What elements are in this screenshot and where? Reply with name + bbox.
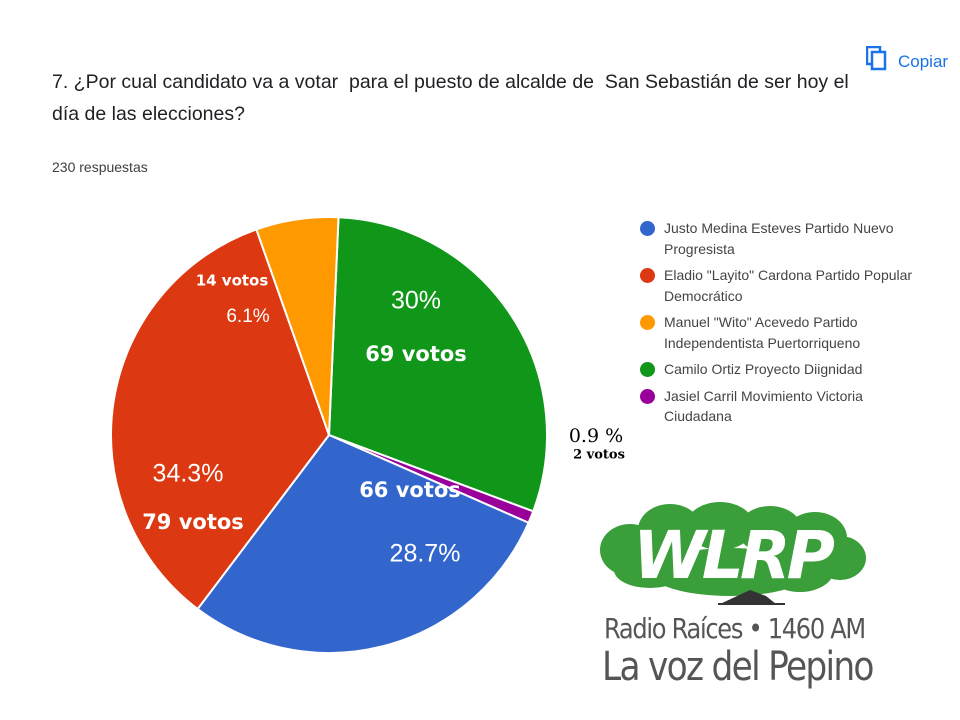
slice-votes-label: 69 votos — [365, 342, 467, 366]
legend-item[interactable]: Jasiel Carril Movimiento Victoria Ciudada… — [638, 386, 948, 427]
copy-button[interactable]: Copiar — [865, 45, 949, 77]
slice-percent-label: 0.9 % — [569, 425, 623, 447]
wlrp-logo: WLRP — [600, 502, 866, 605]
legend-item[interactable]: Manuel "Wito" Acevedo Partido Independent… — [638, 312, 948, 353]
copy-label: Copiar — [898, 51, 949, 71]
logo-slogan: La voz del Pepino — [602, 644, 874, 690]
copy-icon — [865, 45, 888, 77]
legend-item[interactable]: Camilo Ortiz Proyecto Diignidad — [638, 359, 948, 380]
slice-percent-label: 30% — [391, 287, 441, 315]
legend-label: Jasiel Carril Movimiento Victoria Ciudada… — [664, 387, 863, 425]
slice-votes-label: 79 votos — [142, 510, 244, 534]
slice-votes-label: 66 votos — [359, 478, 461, 502]
logo-tagline: Radio Raíces • 1460 AM — [604, 612, 866, 645]
response-count: 230 respuestas — [52, 159, 148, 175]
legend-label: Manuel "Wito" Acevedo Partido Independent… — [664, 314, 861, 351]
legend-label: Camilo Ortiz Proyecto Diignidad — [664, 361, 863, 377]
legend-swatch — [640, 388, 655, 404]
slice-votes-label: 2 votos — [573, 448, 625, 463]
question-title: 7. ¿Por cual candidato va a votar para e… — [52, 71, 855, 125]
slice-percent-label: 6.1% — [226, 306, 269, 327]
legend-swatch — [640, 315, 655, 330]
logo-letters: WLRP — [633, 517, 835, 594]
pie-slice[interactable] — [255, 216, 340, 436]
legend-swatch — [640, 268, 655, 283]
mountain-icon — [720, 590, 776, 604]
legend-swatch — [640, 362, 655, 377]
pie-slice[interactable] — [110, 228, 331, 611]
legend-label: Justo Medina Esteves Partido Nuevo Progre… — [664, 220, 894, 257]
cloud-icon — [600, 502, 866, 596]
chart-legend: Justo Medina Esteves Partido Nuevo Progre… — [638, 218, 948, 433]
slice-percent-label: 28.7% — [390, 540, 461, 568]
legend-item[interactable]: Justo Medina Esteves Partido Nuevo Progre… — [638, 218, 948, 259]
legend-swatch — [640, 221, 655, 236]
legend-item[interactable]: Eladio "Layito" Cardona Partido Popular D… — [638, 265, 948, 306]
legend-label: Eladio "Layito" Cardona Partido Popular D… — [664, 267, 913, 304]
pie-slice[interactable] — [327, 216, 548, 513]
slice-votes-label: 14 votos — [196, 272, 269, 290]
slice-percent-label: 34.3% — [153, 460, 224, 488]
pie-slice[interactable] — [196, 433, 530, 654]
